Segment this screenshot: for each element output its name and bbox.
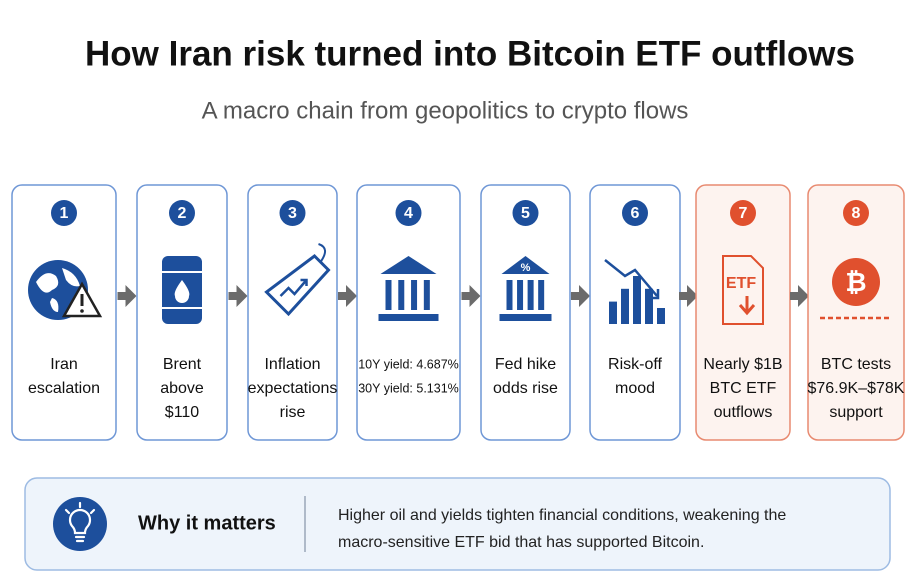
step-badge [512, 200, 539, 226]
step-label: BTC tests [821, 356, 891, 373]
coin [832, 258, 880, 306]
roof [380, 256, 437, 274]
column [411, 280, 418, 310]
bar [657, 308, 665, 324]
step-badge [843, 200, 869, 226]
icon-label: % [521, 262, 531, 274]
arrow [571, 285, 590, 307]
down-arrow [738, 296, 756, 316]
step-label: escalation [28, 380, 100, 397]
step-label: above [160, 380, 204, 397]
step-label: $110 [165, 404, 200, 421]
step-label: Fed hike [495, 356, 556, 373]
step-box [695, 184, 791, 441]
step-label: support [829, 404, 883, 421]
title: How Iran risk turned into Bitcoin ETF ou… [85, 34, 855, 73]
footer-box [24, 477, 891, 571]
step-label: 10Y yield: 4.687% [358, 357, 459, 371]
step-label: Iran [50, 356, 78, 373]
step-label: 30Y yield: 5.131% [358, 381, 459, 395]
bar [645, 288, 653, 324]
trend [279, 278, 308, 297]
step-number: 5 [521, 205, 530, 222]
footer-text: Higher oil and yields tighten financial … [338, 507, 786, 524]
step-badge [730, 200, 756, 226]
step-label: outflows [714, 404, 773, 421]
tag [264, 254, 331, 317]
step-badge [279, 200, 306, 226]
arrow [461, 285, 481, 307]
string [318, 243, 326, 263]
column [398, 280, 405, 310]
step-badge [395, 200, 422, 226]
column [527, 280, 534, 310]
warning-dot [80, 309, 84, 313]
arrow [338, 285, 357, 307]
step-badge [622, 200, 648, 226]
drop [174, 280, 190, 303]
bar [633, 276, 641, 324]
step-box [480, 184, 571, 441]
footer-title: Why it matters [138, 512, 276, 534]
step-number: 8 [852, 205, 861, 222]
arrow [117, 285, 137, 307]
step-label: Brent [163, 356, 202, 373]
step-badge [169, 200, 195, 226]
step-box [247, 184, 338, 441]
column [538, 280, 545, 310]
step-label: Inflation [264, 356, 320, 373]
roof [501, 256, 550, 274]
bulb-glyph [64, 501, 96, 543]
steps: 1 Iran escalation 2 Brent above $110 3 Inflation… [11, 184, 905, 441]
subtitle: A macro chain from geopolitics to crypto… [202, 97, 689, 124]
step-number: 6 [631, 205, 640, 222]
icon-label: ETF [726, 275, 756, 292]
step-box [356, 184, 461, 441]
step-label: Risk-off [608, 356, 662, 373]
bar [609, 301, 617, 324]
column [385, 280, 392, 310]
doc [722, 255, 764, 325]
step-box [807, 184, 905, 441]
step-number: 2 [178, 205, 187, 222]
arrow [790, 285, 809, 307]
footer-text: macro-sensitive ETF bid that has support… [338, 534, 704, 551]
step-label: $76.9K–$78K [808, 380, 905, 397]
step-label: expectations [248, 380, 338, 397]
column [423, 280, 430, 310]
step-number: 3 [288, 205, 297, 222]
column [517, 280, 524, 310]
step-label: odds rise [493, 380, 558, 397]
column [506, 280, 513, 310]
step-number: 1 [60, 205, 69, 222]
step-label: BTC ETF [710, 380, 777, 397]
arrow [228, 285, 248, 307]
btc-glyph: ₿ [845, 267, 866, 297]
continents [36, 268, 80, 312]
down-trend [604, 259, 660, 300]
step-badge [51, 200, 77, 226]
step-number: 4 [404, 205, 413, 222]
base [378, 314, 439, 321]
step-label: Nearly $1B [703, 356, 782, 373]
step-label: rise [280, 404, 306, 421]
arrow [679, 285, 698, 307]
base [499, 314, 552, 321]
step-number: 7 [739, 205, 748, 222]
bar [621, 288, 629, 324]
step-label: mood [615, 380, 655, 397]
